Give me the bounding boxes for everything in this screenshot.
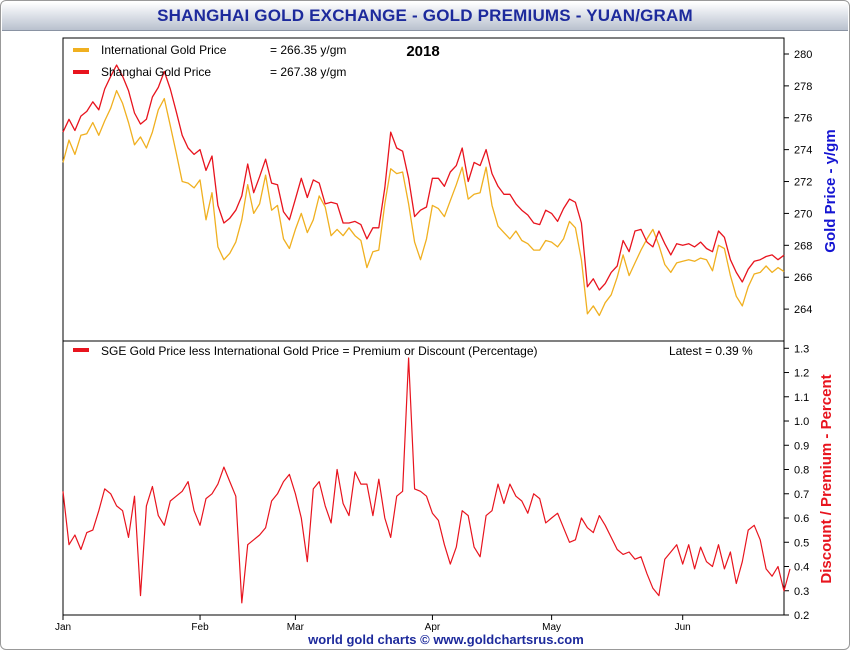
- month-tick-label: Jan: [55, 622, 71, 633]
- month-tick-label: Mar: [287, 622, 305, 633]
- legend-shanghai-label: Shanghai Gold Price: [101, 65, 211, 79]
- price-y-tick-label: 268: [794, 240, 812, 252]
- premium-y-tick-label: 0.3: [794, 586, 809, 598]
- price-y-axis: 264 266 268 270 272 274 276 278 280: [784, 49, 812, 316]
- chart-title: SHANGHAI GOLD EXCHANGE - GOLD PREMIUMS -…: [2, 2, 848, 31]
- international-price-line: [62, 89, 785, 317]
- premium-y-tick-label: 1.0: [794, 416, 809, 428]
- price-y-tick-label: 278: [794, 81, 812, 93]
- premium-y-tick-label: 1.2: [794, 368, 809, 380]
- price-y-tick-label: 266: [794, 272, 812, 284]
- price-y-tick-label: 274: [794, 145, 812, 157]
- legend-premium-label: SGE Gold Price less International Gold P…: [101, 344, 538, 358]
- premium-y-tick-label: 0.4: [794, 562, 809, 574]
- legend-international-value: = 266.35 y/gm: [270, 43, 346, 57]
- premium-latest-label: Latest = 0.39 %: [669, 344, 753, 358]
- price-y-tick-label: 264: [794, 304, 812, 316]
- premium-y-tick-label: 0.8: [794, 465, 809, 477]
- premium-panel-frame: [62, 340, 785, 616]
- month-tick-label: Apr: [425, 622, 441, 633]
- price-y-axis-title: Gold Price - y/gm: [822, 129, 839, 252]
- premium-line: [62, 357, 791, 604]
- price-y-tick-label: 276: [794, 113, 812, 125]
- month-tick-label: May: [542, 622, 561, 633]
- premium-y-tick-label: 0.9: [794, 440, 809, 452]
- premium-y-tick-label: 0.6: [794, 513, 809, 525]
- month-axis: Jan Feb Mar Apr May Jun: [55, 615, 691, 633]
- price-lines: [62, 64, 785, 317]
- legend-shanghai-value: = 267.38 y/gm: [270, 65, 346, 79]
- shanghai-price-line: [62, 64, 785, 291]
- price-panel-frame: [62, 37, 785, 342]
- footer-credit: world gold charts © www.goldchartsrus.co…: [307, 632, 584, 647]
- month-tick-label: Jun: [675, 622, 691, 633]
- price-panel: 264 266 268 270 272 274 276 278 280 2018 Interna…: [62, 37, 839, 342]
- premium-panel: 0.2 0.3 0.4 0.5 0.6 0.7 0.8 0.9 1.0 1.1 1.2 1.3 Jan…: [55, 340, 835, 633]
- price-y-tick-label: 270: [794, 208, 812, 220]
- premium-y-tick-label: 0.5: [794, 537, 809, 549]
- premium-y-tick-label: 0.7: [794, 489, 809, 501]
- price-y-tick-label: 272: [794, 177, 812, 189]
- legend-international-label: International Gold Price: [101, 43, 227, 57]
- price-chart-year: 2018: [406, 43, 439, 60]
- premium-y-axis-title: Discount / Premium - Percent: [818, 374, 835, 583]
- price-y-tick-label: 280: [794, 49, 812, 61]
- chart-area: 264 266 268 270 272 274 276 278 280 2018 Interna…: [55, 37, 839, 647]
- premium-y-tick-label: 1.3: [794, 343, 809, 355]
- premium-y-axis: 0.2 0.3 0.4 0.5 0.6 0.7 0.8 0.9 1.0 1.1 1.2 1.3: [784, 343, 809, 622]
- premium-lines: [62, 357, 791, 604]
- month-tick-label: Feb: [191, 622, 209, 633]
- premium-y-tick-label: 1.1: [794, 392, 809, 404]
- premium-y-tick-label: 0.2: [794, 610, 809, 622]
